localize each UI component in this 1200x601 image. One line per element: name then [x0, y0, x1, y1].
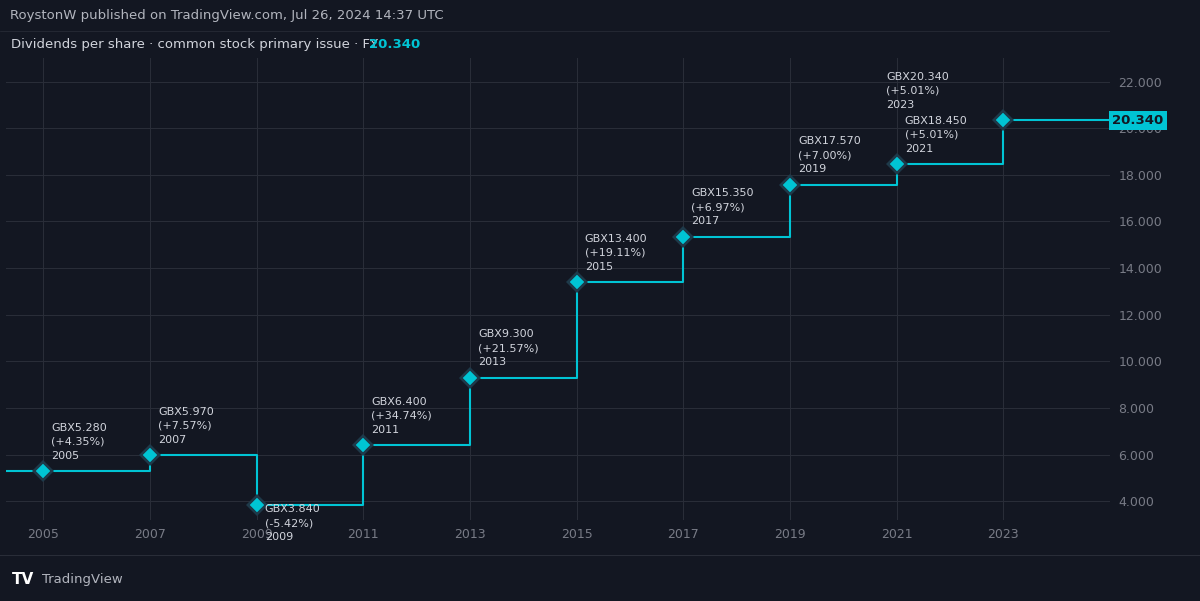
Text: GBX6.400
(+34.74%)
2011: GBX6.400 (+34.74%) 2011 [371, 397, 432, 435]
Text: TradingView: TradingView [42, 573, 122, 586]
Text: Dividends per share · common stock primary issue · FY: Dividends per share · common stock prima… [11, 38, 378, 50]
Text: 20.340: 20.340 [368, 38, 420, 50]
Text: RoystonW published on TradingView.com, Jul 26, 2024 14:37 UTC: RoystonW published on TradingView.com, J… [10, 8, 443, 22]
Text: GBX15.350
(+6.97%)
2017: GBX15.350 (+6.97%) 2017 [691, 188, 754, 226]
Text: GBX18.450
(+5.01%)
2021: GBX18.450 (+5.01%) 2021 [905, 116, 967, 154]
Text: TV: TV [12, 572, 35, 587]
Text: GBX20.340
(+5.01%)
2023: GBX20.340 (+5.01%) 2023 [886, 72, 949, 110]
Text: GBX17.570
(+7.00%)
2019: GBX17.570 (+7.00%) 2019 [798, 136, 860, 174]
Text: 20.340: 20.340 [1112, 114, 1164, 127]
Text: GBX3.840
(-5.42%)
2009: GBX3.840 (-5.42%) 2009 [265, 504, 320, 542]
Text: GBX5.280
(+4.35%)
2005: GBX5.280 (+4.35%) 2005 [52, 423, 107, 461]
Text: GBX13.400
(+19.11%)
2015: GBX13.400 (+19.11%) 2015 [584, 234, 647, 272]
Text: GBX9.300
(+21.57%)
2013: GBX9.300 (+21.57%) 2013 [478, 329, 539, 367]
Text: GBX5.970
(+7.57%)
2007: GBX5.970 (+7.57%) 2007 [158, 407, 214, 445]
